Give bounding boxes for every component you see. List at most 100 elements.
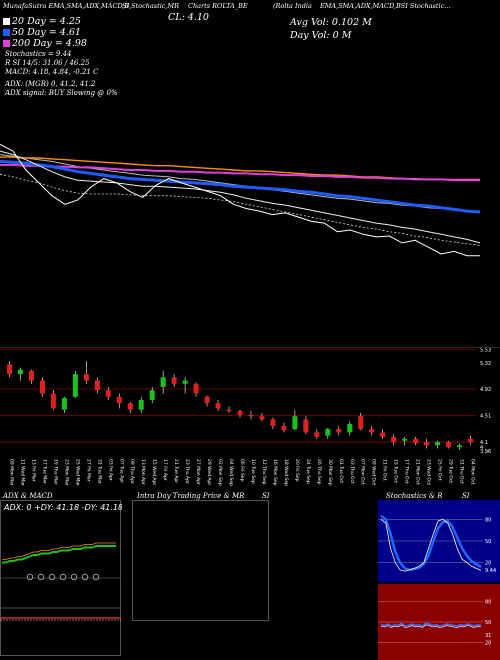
x-tick-label: 21 Tue Apr bbox=[173, 459, 179, 483]
x-tick-label: 29 Tue Oct bbox=[448, 459, 454, 483]
x-tick-label: 10 Tue Sep bbox=[250, 459, 256, 484]
candle-body bbox=[6, 364, 12, 375]
adx-hist-mark bbox=[37, 573, 45, 581]
x-tick-label: 06 Fri Sep bbox=[239, 459, 245, 482]
header-title-line-5: EMA,SMA,ADX,MACD,BSI Stochastic... bbox=[320, 2, 451, 10]
adx-values: ADX: 0 +DY: 41.18 -DY: 41.18 bbox=[3, 503, 122, 512]
x-tick-label: 07 Tue Apr bbox=[118, 459, 124, 483]
legend-swatch-blue bbox=[3, 29, 10, 36]
candle-body bbox=[28, 370, 34, 381]
series-line-close bbox=[0, 143, 480, 257]
adx-panel-title: ADX & MACD bbox=[3, 492, 53, 500]
adx-macd-panel: ADX: 0 +DY: 41.18 -DY: 41.18 bbox=[0, 500, 122, 656]
candle-body bbox=[116, 396, 122, 404]
y-tick-label: 5.32 bbox=[480, 361, 491, 367]
candle-body bbox=[248, 414, 254, 417]
candle-body bbox=[413, 438, 419, 444]
series-line-200-day bbox=[0, 163, 480, 182]
stoch-tick-label: 50 bbox=[485, 539, 491, 545]
x-tick-label: 13 Fri Mar bbox=[30, 459, 36, 482]
stoch-tick-label: 9.44 bbox=[485, 568, 496, 574]
candle-body bbox=[270, 419, 276, 426]
candle-body bbox=[72, 374, 78, 397]
candle-body bbox=[336, 429, 342, 433]
x-tick-label: 12 Thu Sep bbox=[261, 459, 267, 485]
header-title-line-3: Charts ROLTA_BE bbox=[188, 2, 248, 10]
legend-50-day: 50 Day = 4.61 bbox=[3, 27, 81, 38]
x-tick-label: 31 Tue Mar bbox=[96, 459, 102, 484]
rsi-tick-label: 50 bbox=[485, 620, 491, 626]
stochastics-readout: Stochastics = 9.44 bbox=[5, 50, 72, 58]
candle-body bbox=[83, 374, 89, 381]
x-tick-label: 04 Mon Oct bbox=[470, 459, 476, 485]
stoch-d-line bbox=[380, 514, 482, 572]
candle-body bbox=[149, 390, 155, 400]
intraday-mr-panel bbox=[132, 500, 269, 621]
candle-body bbox=[446, 442, 452, 448]
y-tick-label: 4.92 bbox=[480, 387, 491, 393]
x-tick-label: 26 Thu Sep bbox=[316, 459, 322, 485]
x-tick-label: 25 Fri Oct bbox=[437, 459, 443, 481]
x-tick-label: 18 Wed Sep bbox=[283, 459, 289, 486]
x-tick-label: 09 Mon Mar bbox=[8, 459, 14, 486]
candle-body bbox=[281, 425, 287, 431]
candle-body bbox=[292, 416, 298, 430]
candle-body bbox=[468, 438, 474, 443]
candle-body bbox=[105, 390, 111, 397]
x-tick-label: 03 Fri Apr bbox=[107, 459, 113, 481]
x-tick-label: 04 Wed Sep bbox=[228, 459, 234, 486]
candle-body bbox=[17, 369, 23, 375]
stoch-panel-si: SI bbox=[462, 492, 470, 500]
x-tick-label: 15 Tue Oct bbox=[393, 459, 399, 483]
candle-body bbox=[61, 398, 67, 410]
y-tick-label: 3.96 bbox=[480, 449, 491, 455]
adx-signal-readout: ADX signal: BUY Slowing @ 0% bbox=[5, 89, 118, 97]
candle-body bbox=[94, 380, 100, 391]
candle-body bbox=[39, 380, 45, 394]
x-tick-label: 17 Fri Apr bbox=[162, 459, 168, 481]
candle-body bbox=[303, 419, 309, 433]
moving-average-chart bbox=[0, 143, 481, 257]
candle-body bbox=[457, 445, 463, 448]
candle-body bbox=[380, 432, 386, 437]
mr-panel-si: SI bbox=[262, 492, 270, 500]
avg-volume: Avg Vol: 0.102 M bbox=[290, 17, 372, 28]
x-tick-label: 20 Fri Sep bbox=[294, 459, 300, 482]
x-tick-label: 19 Thu Mar bbox=[52, 459, 58, 485]
candle-body bbox=[424, 442, 430, 446]
adx-hist-mark bbox=[59, 573, 67, 581]
rsi-line bbox=[380, 622, 482, 627]
candle-body bbox=[347, 423, 353, 433]
candle-body bbox=[369, 429, 375, 433]
x-tick-label: 03 Thu Oct bbox=[349, 459, 355, 484]
x-tick-label: 23 Mon Mar bbox=[63, 459, 69, 486]
x-tick-label: 11 Fri Oct bbox=[382, 459, 388, 481]
series-line-50-day bbox=[0, 159, 481, 214]
series-line-orange bbox=[0, 156, 480, 181]
candle-body bbox=[127, 403, 133, 410]
x-tick-label: 17 Thu Oct bbox=[404, 459, 410, 484]
close-price: CL: 4.10 bbox=[168, 12, 209, 23]
candle-body bbox=[325, 429, 331, 436]
candle-body bbox=[314, 432, 320, 437]
stoch-tick-label: 20 bbox=[485, 561, 491, 567]
x-tick-label: 09 Thu Apr bbox=[129, 459, 135, 484]
candle-body bbox=[237, 411, 243, 415]
adx-hist-mark bbox=[26, 573, 34, 581]
adx-line bbox=[2, 545, 116, 564]
rsi-tick-label: 20 bbox=[485, 640, 491, 646]
rsi-signal-line bbox=[380, 624, 482, 628]
rsi-tick-label: 80 bbox=[485, 600, 491, 606]
x-tick-label: 31 Thu Oct bbox=[459, 459, 465, 484]
stoch-tick-label: 80 bbox=[485, 517, 491, 523]
x-tick-label: 27 Fri Mar bbox=[85, 459, 91, 482]
candle-body bbox=[226, 409, 232, 411]
candle-body bbox=[171, 377, 177, 384]
legend-swatch-magenta bbox=[3, 40, 10, 47]
x-tick-label: 17 Tue Mar bbox=[41, 459, 47, 484]
candle-body bbox=[215, 403, 221, 409]
series-line-20-day bbox=[0, 150, 481, 244]
candle-body bbox=[182, 380, 188, 384]
candle-body bbox=[160, 377, 166, 388]
